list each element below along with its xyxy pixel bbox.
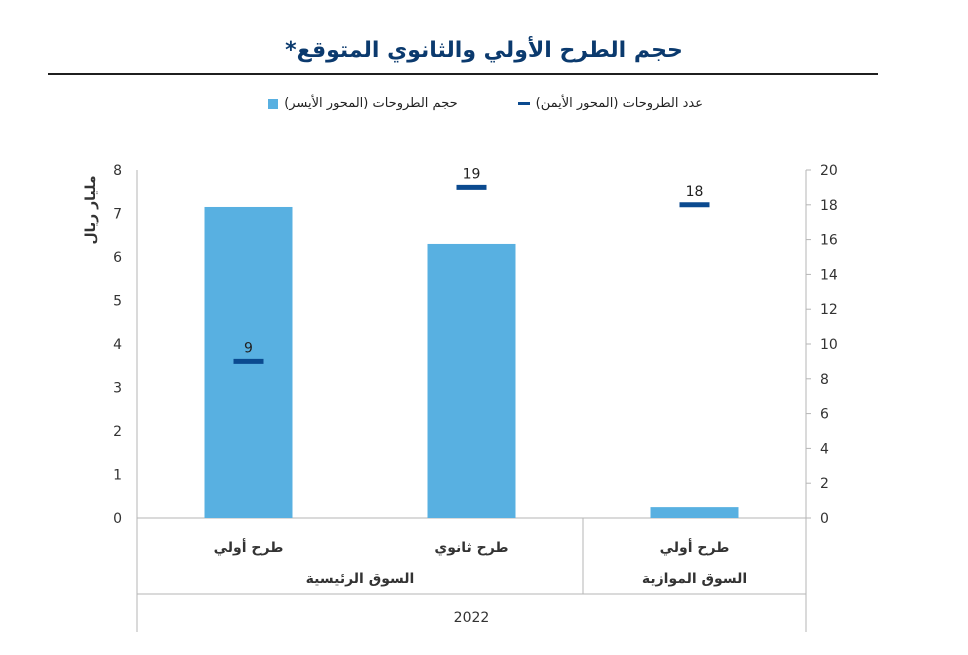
legend-line-swatch	[517, 102, 530, 105]
count-data-label: 9	[244, 340, 253, 356]
right-tick-label: 0	[820, 511, 829, 527]
legend-count-label: عدد الطروحات (المحور الأيمن)	[535, 96, 703, 111]
left-tick-label: 2	[113, 424, 122, 440]
y-axis-label: مليار ريال	[83, 175, 99, 244]
right-tick-label: 12	[820, 302, 838, 318]
left-tick-label: 5	[113, 294, 122, 310]
right-tick-label: 16	[820, 233, 838, 249]
left-tick-label: 0	[113, 511, 122, 527]
category-label: طرح ثانوي	[434, 540, 508, 557]
left-tick-label: 3	[113, 381, 122, 397]
right-tick-label: 4	[820, 441, 829, 457]
left-tick-label: 7	[113, 207, 122, 223]
right-tick-label: 18	[820, 198, 838, 214]
left-tick-label: 8	[113, 163, 122, 179]
right-tick-label: 2	[820, 476, 829, 492]
category-label: طرح أولي	[214, 538, 284, 556]
group-label: السوق الموازية	[642, 571, 747, 587]
count-data-label: 19	[463, 166, 481, 182]
category-label: طرح أولي	[660, 538, 730, 556]
right-tick-label: 14	[820, 267, 838, 283]
legend-volume-label: حجم الطروحات (المحور الأيسر)	[284, 96, 458, 111]
right-tick-label: 6	[820, 407, 829, 423]
title-divider	[48, 73, 878, 75]
legend: عدد الطروحات (المحور الأيمن) حجم الطروحا…	[268, 96, 703, 111]
chart-title: حجم الطرح الأولي والثانوي المتوقع*	[285, 38, 683, 63]
legend-item-volume: حجم الطروحات (المحور الأيسر)	[268, 96, 458, 111]
right-tick-label: 10	[820, 337, 838, 353]
year-label: 2022	[454, 610, 490, 626]
legend-bar-swatch	[268, 98, 279, 109]
left-tick-label: 1	[113, 468, 122, 484]
bar	[650, 507, 739, 518]
legend-item-count: عدد الطروحات (المحور الأيمن)	[517, 96, 703, 111]
left-tick-label: 4	[113, 337, 122, 353]
bar	[427, 243, 516, 518]
group-label: السوق الرئيسية	[306, 571, 415, 587]
count-data-label: 18	[686, 184, 704, 200]
left-tick-label: 6	[113, 250, 122, 266]
right-tick-label: 20	[820, 163, 838, 179]
right-tick-label: 8	[820, 372, 829, 388]
